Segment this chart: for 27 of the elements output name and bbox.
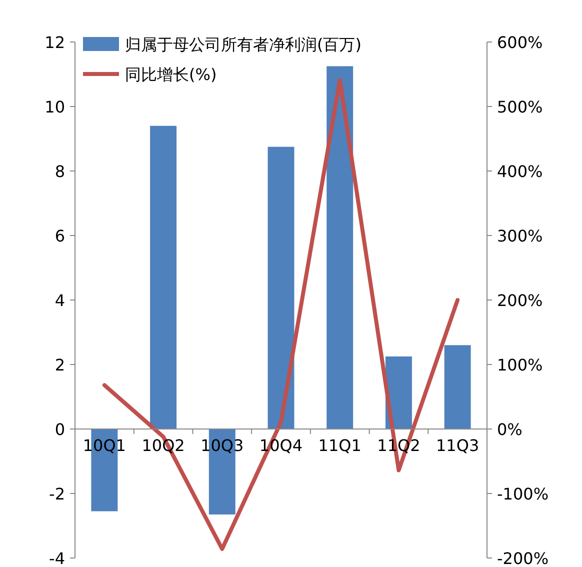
bar — [326, 66, 354, 429]
legend-label: 同比增长(%) — [125, 65, 217, 84]
y2-tick-label: 500% — [497, 98, 543, 116]
bar — [150, 126, 177, 429]
y-tick-label: -4 — [49, 549, 65, 567]
bar — [268, 146, 294, 429]
y-tick-label: 4 — [54, 291, 65, 310]
x-tick-label: 11Q3 — [436, 436, 480, 455]
y-tick-label: 10 — [44, 98, 65, 116]
bar — [444, 345, 471, 429]
legend-label: 归属于母公司所有者净利润(百万) — [125, 35, 362, 54]
y-tick-label: 0 — [54, 420, 65, 439]
y2-tick-label: 100% — [497, 356, 543, 374]
y2-tick-label: -100% — [497, 484, 549, 504]
y-tick-label: 2 — [54, 356, 65, 374]
x-tick-label: 11Q1 — [318, 436, 362, 455]
y-tick-label: -2 — [49, 484, 65, 504]
y2-tick-label: 0% — [497, 420, 522, 439]
y2-tick-label: -200% — [497, 549, 549, 567]
y-tick-label: 12 — [44, 33, 65, 52]
bar — [385, 356, 412, 429]
y-tick-label: 8 — [54, 162, 65, 181]
y2-tick-label: 200% — [497, 291, 543, 310]
y2-tick-label: 400% — [497, 162, 543, 181]
y2-tick-label: 300% — [497, 226, 543, 246]
y-tick-label: 6 — [54, 226, 65, 246]
y2-tick-label: 600% — [497, 33, 543, 52]
